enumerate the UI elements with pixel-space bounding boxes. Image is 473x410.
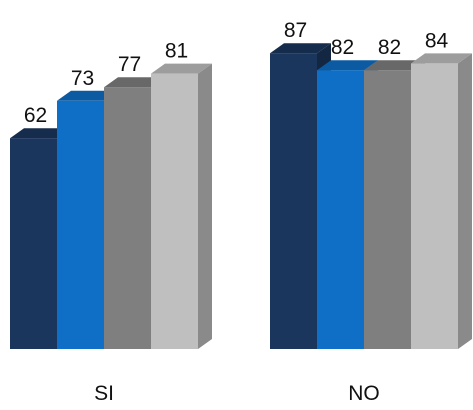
data-label: 82	[331, 36, 354, 59]
bar-side-face	[198, 63, 212, 349]
data-label: 82	[378, 36, 401, 59]
bar-front-face	[317, 70, 364, 349]
bar-front-face	[364, 70, 411, 349]
bar-no-series-4	[411, 53, 472, 350]
bar-top-face	[151, 63, 212, 74]
bar-top-face	[270, 43, 331, 54]
bar-front-face	[10, 138, 57, 349]
category-label: NO	[348, 382, 380, 405]
bar-top-face	[10, 128, 71, 139]
data-label: 62	[24, 104, 47, 127]
bars-layer	[10, 43, 472, 350]
bar-front-face	[270, 53, 317, 349]
bar-top-face	[317, 60, 378, 71]
bar-front-face	[411, 63, 458, 350]
bar-front-face	[57, 100, 104, 349]
bar-top-face	[57, 90, 118, 101]
bar-side-face	[458, 53, 472, 350]
bar-front-face	[104, 87, 151, 349]
bar-top-face	[104, 77, 165, 88]
bar-top-face	[411, 53, 472, 64]
data-label: 87	[284, 19, 307, 42]
category-label: SI	[94, 382, 114, 405]
bar-si-series-4	[151, 63, 212, 349]
data-label: 84	[425, 29, 449, 52]
data-labels-layer: 62 73 77 81 87 82 82 84	[24, 19, 449, 127]
bar-top-face	[364, 60, 425, 71]
bar-front-face	[151, 73, 198, 349]
data-label: 77	[118, 53, 141, 76]
data-label: 81	[165, 40, 188, 63]
data-label: 73	[71, 67, 94, 90]
category-labels-layer: SI NO	[94, 382, 380, 405]
